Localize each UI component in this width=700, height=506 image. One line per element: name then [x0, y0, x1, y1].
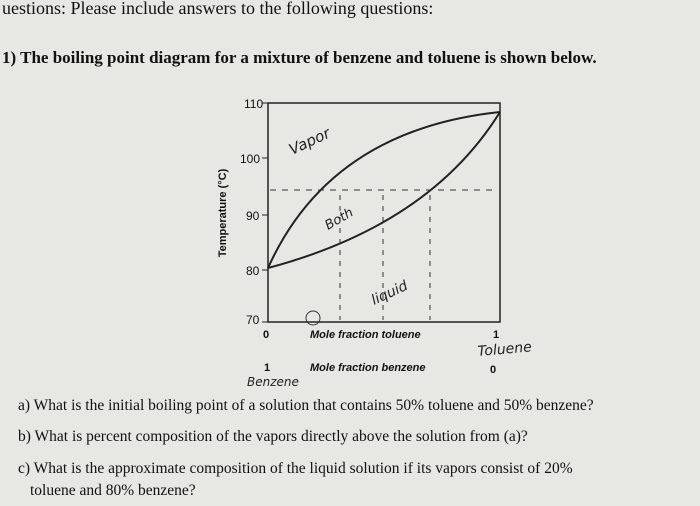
- question-1: 1) The boiling point diagram for a mixtu…: [2, 48, 597, 67]
- y-tick-label: 80: [246, 264, 260, 278]
- liquid-curve: [267, 111, 501, 269]
- y-tick-label: 90: [246, 209, 260, 223]
- question-c-cont: toluene and 80% benzene?: [30, 482, 196, 499]
- plot-frame: [267, 102, 501, 323]
- header: uestions: Please include answers to the …: [2, 0, 433, 18]
- y-tick-label: 70: [246, 313, 260, 327]
- x2-axis-label: Mole fraction benzene: [310, 362, 426, 374]
- x-start: 0: [263, 329, 269, 341]
- y-tick-label: 110: [244, 97, 263, 111]
- circle-mark: [305, 310, 321, 326]
- annotation-toluene: Toluene: [477, 339, 532, 360]
- x-axis-label: Mole fraction toluene: [310, 329, 421, 341]
- x-end: 1: [493, 329, 499, 341]
- x2-start: 1: [264, 362, 270, 374]
- annotation-benzene: Benzene: [247, 375, 299, 389]
- question-b: b) What is percent composition of the va…: [18, 428, 528, 445]
- question-c: c) What is the approximate composition o…: [18, 460, 573, 477]
- x2-end: 0: [490, 364, 496, 376]
- y-axis-label: Temperature (°C): [217, 168, 229, 257]
- y-tick-label: 100: [240, 152, 260, 166]
- diagram: 110 100 90 80 70 Temperature (°C) 0 Mole…: [217, 97, 532, 389]
- question-a: a) What is the initial boiling point of …: [18, 397, 594, 414]
- vapor-curve: [267, 111, 501, 269]
